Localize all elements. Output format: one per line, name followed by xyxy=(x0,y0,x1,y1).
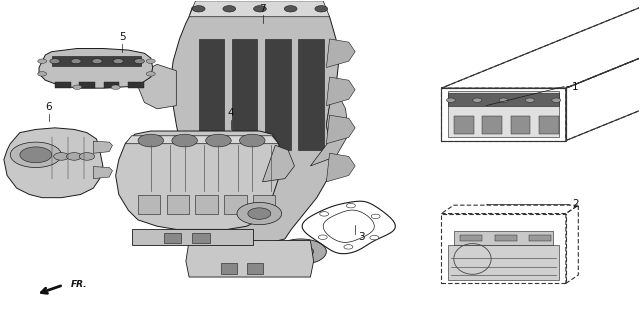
Circle shape xyxy=(92,59,102,64)
Polygon shape xyxy=(55,82,71,88)
Polygon shape xyxy=(4,128,103,198)
Text: 7: 7 xyxy=(259,4,266,14)
Text: 3: 3 xyxy=(358,232,365,242)
Polygon shape xyxy=(138,64,176,109)
Polygon shape xyxy=(167,195,189,213)
Circle shape xyxy=(113,59,124,64)
Circle shape xyxy=(79,152,95,160)
Circle shape xyxy=(223,6,236,12)
Circle shape xyxy=(473,98,482,102)
Circle shape xyxy=(253,6,266,12)
Circle shape xyxy=(10,142,61,167)
Text: FR.: FR. xyxy=(71,280,88,289)
Polygon shape xyxy=(232,39,257,150)
Bar xyxy=(483,116,502,134)
Polygon shape xyxy=(128,82,144,88)
Polygon shape xyxy=(93,167,113,179)
Bar xyxy=(529,234,551,241)
Polygon shape xyxy=(189,1,330,17)
Polygon shape xyxy=(326,77,355,106)
Text: 6: 6 xyxy=(45,102,52,112)
Bar xyxy=(221,263,237,274)
Text: 1: 1 xyxy=(572,82,579,92)
Circle shape xyxy=(370,235,379,240)
Polygon shape xyxy=(448,91,559,137)
Circle shape xyxy=(20,147,52,163)
Circle shape xyxy=(239,134,265,147)
Circle shape xyxy=(38,59,47,63)
Polygon shape xyxy=(262,145,294,182)
Polygon shape xyxy=(326,39,355,68)
Circle shape xyxy=(344,245,353,249)
Circle shape xyxy=(38,72,47,76)
Circle shape xyxy=(248,208,271,219)
Circle shape xyxy=(192,6,205,12)
Polygon shape xyxy=(195,195,218,213)
Text: 4: 4 xyxy=(227,108,234,118)
Bar xyxy=(448,93,559,107)
Polygon shape xyxy=(39,48,153,88)
Circle shape xyxy=(499,98,508,102)
Circle shape xyxy=(552,98,561,102)
Bar xyxy=(164,233,181,243)
Circle shape xyxy=(172,134,197,147)
Polygon shape xyxy=(138,195,161,213)
Circle shape xyxy=(371,214,380,219)
Circle shape xyxy=(134,59,145,64)
Circle shape xyxy=(67,152,82,160)
Bar xyxy=(495,234,516,241)
Bar xyxy=(511,116,531,134)
Circle shape xyxy=(346,204,355,208)
Polygon shape xyxy=(52,56,141,66)
Polygon shape xyxy=(198,39,224,150)
Polygon shape xyxy=(298,39,324,150)
Text: 5: 5 xyxy=(118,32,125,42)
Polygon shape xyxy=(116,131,282,229)
Circle shape xyxy=(275,239,326,264)
Bar xyxy=(539,116,559,134)
Polygon shape xyxy=(326,153,355,182)
Circle shape xyxy=(205,134,231,147)
Circle shape xyxy=(111,85,120,89)
Circle shape xyxy=(237,203,282,225)
Circle shape xyxy=(71,59,81,64)
Circle shape xyxy=(50,59,60,64)
Polygon shape xyxy=(79,82,95,88)
Circle shape xyxy=(315,6,328,12)
Circle shape xyxy=(138,134,164,147)
Circle shape xyxy=(525,98,534,102)
Circle shape xyxy=(147,72,156,76)
Polygon shape xyxy=(224,195,246,213)
Bar xyxy=(192,233,210,243)
Polygon shape xyxy=(454,231,553,245)
Polygon shape xyxy=(448,245,559,280)
Polygon shape xyxy=(265,39,291,150)
Bar xyxy=(246,263,262,274)
Circle shape xyxy=(447,98,456,102)
Circle shape xyxy=(73,85,82,89)
Circle shape xyxy=(147,59,156,63)
Polygon shape xyxy=(125,136,278,144)
Circle shape xyxy=(318,235,327,239)
Bar xyxy=(454,116,474,134)
Circle shape xyxy=(54,152,69,160)
Polygon shape xyxy=(186,241,314,277)
Polygon shape xyxy=(132,229,253,245)
Polygon shape xyxy=(253,195,275,213)
Text: 2: 2 xyxy=(572,199,579,209)
Bar xyxy=(461,234,482,241)
Circle shape xyxy=(288,245,314,258)
Polygon shape xyxy=(326,115,355,144)
Polygon shape xyxy=(170,1,339,242)
Polygon shape xyxy=(93,141,113,153)
Circle shape xyxy=(284,6,297,12)
Circle shape xyxy=(320,212,329,216)
Polygon shape xyxy=(104,82,120,88)
Polygon shape xyxy=(310,90,349,166)
